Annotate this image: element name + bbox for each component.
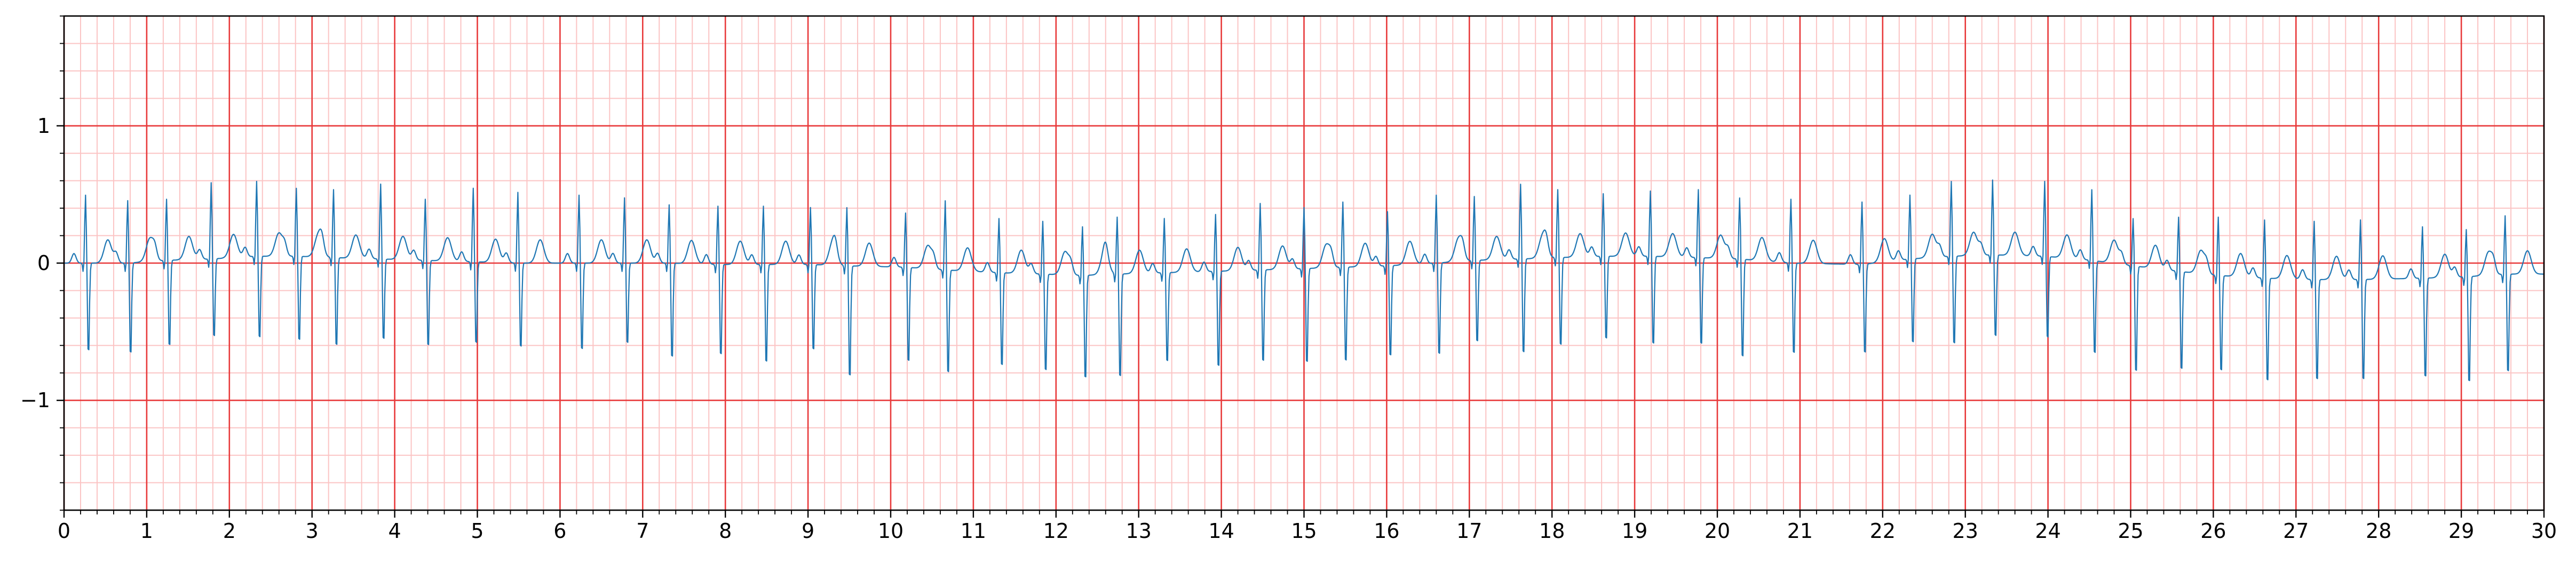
x-tick-label: 21 bbox=[1787, 519, 1813, 543]
tick-marks bbox=[57, 15, 2545, 518]
x-tick-label: 8 bbox=[719, 519, 732, 543]
x-tick-label: 10 bbox=[878, 519, 903, 543]
x-tick-label: 20 bbox=[1705, 519, 1730, 543]
x-tick-label: 3 bbox=[306, 519, 319, 543]
ecg-series-line bbox=[64, 179, 2544, 382]
x-tick-label: 28 bbox=[2366, 519, 2391, 543]
x-tick-label: 25 bbox=[2118, 519, 2143, 543]
x-tick-label: 4 bbox=[389, 519, 401, 543]
ecg-trace-layer bbox=[64, 179, 2544, 382]
x-tick-label: 22 bbox=[1870, 519, 1896, 543]
x-tick-label: 12 bbox=[1043, 519, 1069, 543]
major-grid bbox=[63, 16, 2545, 510]
x-tick-label: 6 bbox=[553, 519, 566, 543]
x-tick-label: 17 bbox=[1456, 519, 1482, 543]
x-tick-label: 18 bbox=[1539, 519, 1565, 543]
x-tick-label: 30 bbox=[2531, 519, 2557, 543]
x-tick-label: 9 bbox=[802, 519, 814, 543]
x-tick-label: 2 bbox=[223, 519, 236, 543]
x-tick-label: 15 bbox=[1291, 519, 1317, 543]
x-tick-label: 26 bbox=[2200, 519, 2226, 543]
x-tick-label: 1 bbox=[140, 519, 153, 543]
x-tick-label: 23 bbox=[1953, 519, 1978, 543]
y-tick-label: 0 bbox=[37, 251, 50, 275]
x-tick-label: 14 bbox=[1208, 519, 1234, 543]
tick-labels: 0 1 2 3 4 5 6 7 8 9 10 11 12 13 14 15 16 17 18 19 20 21 22 23 24… bbox=[20, 114, 2557, 543]
x-tick-label: 13 bbox=[1126, 519, 1152, 543]
x-tick-label: 0 bbox=[58, 519, 70, 543]
x-tick-label: 7 bbox=[636, 519, 649, 543]
x-tick-label: 5 bbox=[471, 519, 484, 543]
x-tick-label: 29 bbox=[2448, 519, 2474, 543]
x-tick-label: 16 bbox=[1374, 519, 1399, 543]
x-tick-label: 24 bbox=[2035, 519, 2060, 543]
y-tick-label: 1 bbox=[37, 114, 50, 138]
y-tick-label: −1 bbox=[20, 388, 50, 412]
x-tick-label: 27 bbox=[2283, 519, 2309, 543]
x-tick-label: 19 bbox=[1622, 519, 1647, 543]
x-tick-label: 11 bbox=[961, 519, 986, 543]
